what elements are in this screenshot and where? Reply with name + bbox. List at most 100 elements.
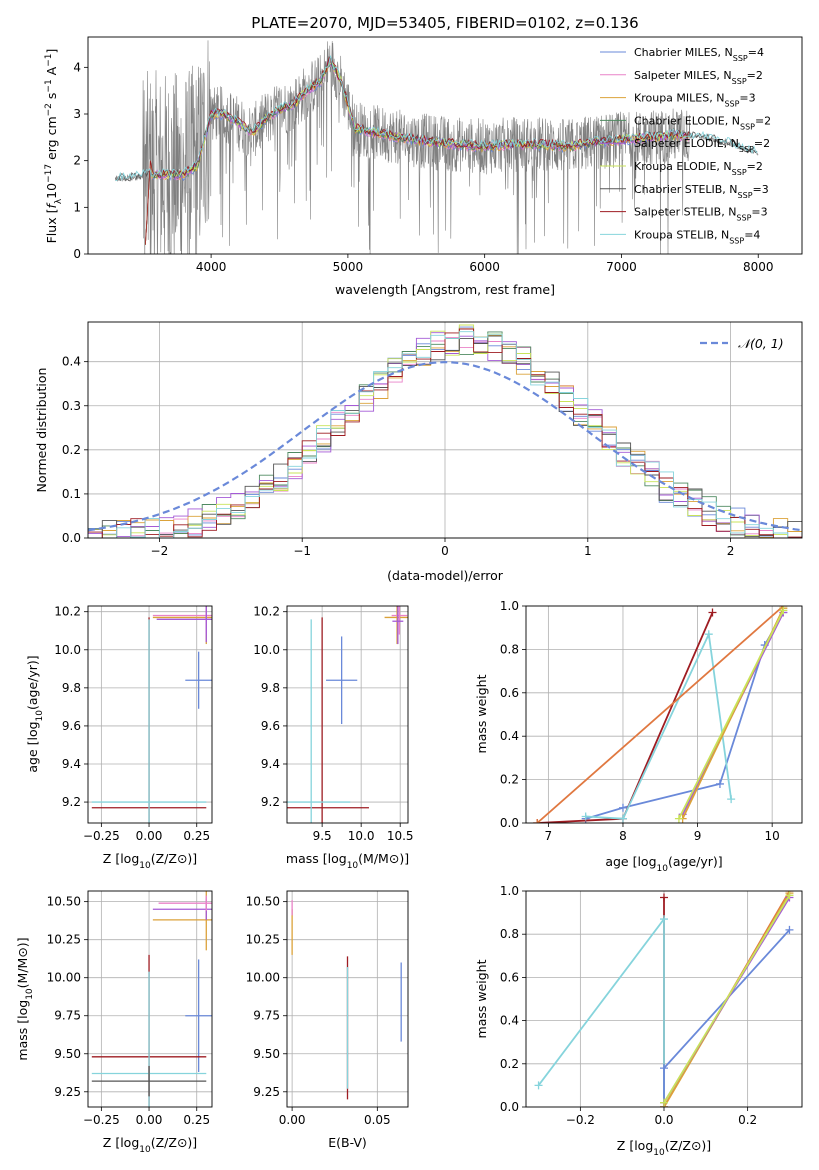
x-tick-label: 0	[441, 544, 449, 558]
x-tick-label: 0.0	[654, 1113, 673, 1127]
x-tick-label: 0.00	[136, 1113, 163, 1127]
y-tick-label: 0	[73, 247, 81, 261]
y-tick-label: 0.1	[62, 487, 81, 501]
y-axis-label: mass weight	[474, 959, 489, 1038]
weight-marker	[618, 814, 627, 823]
legend-label-suffix: =2	[755, 114, 771, 127]
legend-label-text: Kroupa ELODIE, N	[634, 160, 732, 173]
error-bar-marker	[392, 606, 404, 645]
weight-marker	[581, 812, 590, 821]
y-axis-label-part: f	[44, 203, 59, 209]
label-part: ⊙	[177, 851, 187, 866]
label-part: mass [log	[286, 851, 347, 866]
y-tick-label: 0.2	[500, 773, 519, 787]
y-axis-label-part: Flux [	[44, 209, 59, 244]
label-part: Z [log	[103, 1135, 139, 1150]
y-tick-label: 0.6	[500, 686, 519, 700]
weight-marker	[660, 915, 668, 924]
legend-label-sub: SSP	[739, 145, 754, 154]
weight-marker	[727, 795, 736, 804]
y-tick-label: 10.0	[54, 643, 81, 657]
legend-label: Kroupa STELIB, NSSP=4	[634, 228, 760, 245]
plot-area	[534, 891, 794, 1107]
error-bar-marker	[185, 651, 212, 709]
legend-label-sub: SSP	[729, 236, 744, 245]
legend-label-text: Kroupa MILES, N	[634, 92, 724, 105]
grid	[88, 606, 212, 823]
legend-label-suffix: =3	[753, 183, 769, 196]
label-part: 10	[35, 710, 45, 722]
x-tick-label: −0.25	[83, 829, 120, 843]
x-tick-label: 0.25	[183, 829, 210, 843]
legend-label: 𝒩(0, 1)	[738, 336, 784, 351]
error-bar-marker	[326, 636, 358, 725]
histogram-line	[88, 331, 802, 538]
label-part: 10	[657, 864, 669, 874]
y-axis-label-part: λ	[54, 198, 64, 204]
x-tick-label: 8	[619, 829, 627, 843]
error-bar-marker	[91, 619, 207, 823]
y-axis-label: Normed distribution	[34, 368, 49, 493]
legend-label: Salpeter ELODIE, NSSP=2	[634, 137, 770, 154]
normal-curve-line	[88, 360, 802, 532]
weight-marker	[674, 814, 683, 823]
y-tick-label: 9.4	[62, 757, 81, 771]
panel-spectrum: 4000 5000 6000 7000 8000 0 1 2 3 4 Chabrier MILES,…	[44, 14, 803, 297]
y-tick-label: 10.2	[54, 605, 81, 619]
legend-label-sub: SSP	[740, 122, 755, 131]
label-part: 10	[139, 1145, 151, 1155]
weight-marker	[660, 893, 668, 902]
y-tick-label: 9.25	[54, 1085, 81, 1099]
plot-area	[115, 40, 759, 254]
y-tick-label: 0.6	[500, 970, 519, 984]
label-part: Z [log	[103, 851, 139, 866]
panel-mass_vs_ebv: 0.00 0.05 9.25 9.50 9.75 10.00 10.25 10.50 E(B-V…	[246, 890, 409, 1150]
x-axis-label: Z [log10(Z/Z⊙)]	[103, 851, 197, 871]
y-tick-label: 10.25	[47, 933, 81, 947]
error-bar-marker	[287, 617, 369, 823]
histogram-line	[88, 328, 802, 538]
label-part: ⊙	[691, 1138, 701, 1153]
y-tick-label: 0.0	[500, 816, 519, 830]
x-tick-label: 6000	[469, 260, 500, 274]
x-axis-label: (data-model)/error	[387, 568, 504, 583]
y-tick-label: 9.2	[62, 795, 81, 809]
label-part: )]	[399, 851, 409, 866]
histogram-line	[88, 332, 802, 538]
label-part: mass [log	[15, 1000, 30, 1061]
y-tick-label: 0.4	[500, 729, 519, 743]
y-tick-label: 10.50	[246, 895, 280, 909]
x-axis-label: Z [log10(Z/Z⊙)]	[617, 1138, 711, 1158]
legend-label-suffix: =2	[754, 137, 770, 150]
x-tick-label: 5000	[333, 260, 364, 274]
weight-marker	[785, 925, 794, 934]
legend-label-text: Kroupa STELIB, N	[634, 228, 729, 241]
y-tick-label: 1	[73, 200, 81, 214]
y-tick-label: 0.0	[500, 1100, 519, 1114]
y-tick-label: 10.00	[47, 971, 81, 985]
legend-label-suffix: =4	[748, 46, 764, 59]
x-tick-label: 0.25	[183, 1113, 210, 1127]
x-tick-label: 10.0	[348, 829, 375, 843]
y-axis-label: Flux [fλ10−17 erg cm−2 s−1 A−1]	[44, 49, 64, 244]
y-axis-label-part: ]	[44, 49, 59, 54]
plot-area	[287, 606, 408, 823]
x-tick-label: 0.2	[738, 1113, 757, 1127]
label-part: ⊙	[15, 947, 30, 957]
weight-line	[585, 612, 785, 820]
error-bar-marker	[91, 1065, 207, 1097]
x-tick-label: 9	[694, 829, 702, 843]
error-bar-marker	[158, 895, 212, 911]
legend-label-text: Chabrier MILES, N	[634, 46, 733, 59]
legend-label: Chabrier MILES, NSSP=4	[634, 46, 764, 63]
label-part: age [log	[605, 854, 656, 869]
axes-frame	[525, 605, 803, 824]
legend-label-suffix: =2	[747, 69, 763, 82]
x-axis-label: E(B-V)	[328, 1135, 367, 1150]
y-tick-label: 0.4	[62, 355, 81, 369]
plot-area	[88, 324, 802, 538]
label-part: (age/yr)]	[668, 854, 723, 869]
model-spectrum-line	[145, 56, 690, 245]
